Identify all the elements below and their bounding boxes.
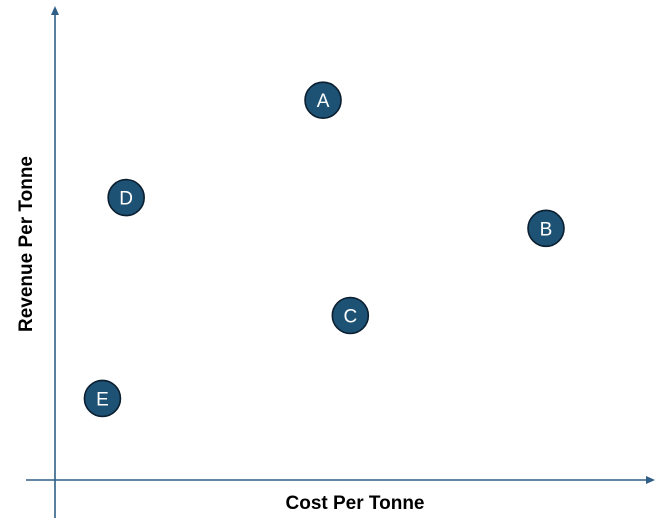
axes (26, 6, 655, 518)
x-axis-arrow (646, 476, 655, 484)
point-marker (331, 296, 370, 335)
point-marker (304, 81, 342, 120)
data-point-d: D (107, 178, 145, 217)
x-axis-label: Cost Per Tonne (286, 493, 425, 514)
point-label: C (343, 307, 357, 328)
point-label: A (317, 91, 330, 112)
y-axis-label: Revenue Per Tonne (16, 156, 37, 332)
y-axis-arrow (51, 6, 59, 15)
point-label: D (119, 189, 133, 210)
data-point-c: C (331, 296, 370, 335)
point-marker (527, 209, 565, 248)
data-point-b: B (527, 209, 565, 248)
point-label: E (96, 389, 109, 410)
point-marker (107, 178, 145, 217)
data-points: A B C D E (83, 81, 565, 418)
data-point-e: E (83, 379, 122, 418)
point-marker (83, 379, 122, 418)
data-point-a: A (304, 81, 342, 120)
point-label: B (540, 219, 553, 240)
